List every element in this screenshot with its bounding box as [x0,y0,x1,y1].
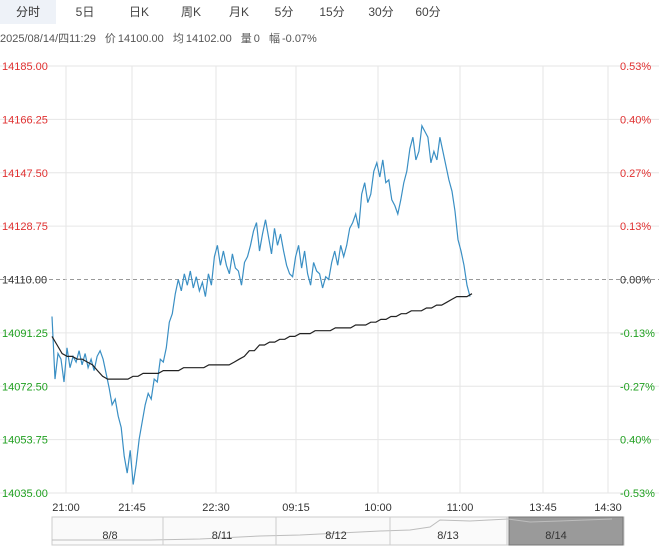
y-tick-label: 14072.50 [2,381,48,393]
x-tick-label: 09:15 [282,502,310,514]
navigator-label: 8/8 [102,530,117,542]
y-tick-label: 14128.75 [2,221,48,233]
pct-tick-label: 0.00% [620,275,651,287]
period-tabs: 分时 5日 日K 周K 月K 5分 15分 30分 60分 [0,0,659,26]
y-tick-label: 14166.25 [2,114,48,126]
pct-tick-label: 0.53% [620,61,651,73]
navigator-label: 8/13 [437,530,458,542]
average-line [51,293,473,380]
navigator-label: 8/14 [545,530,566,542]
info-price-label: 价 [104,33,116,45]
tab-6[interactable]: 15分 [319,5,345,19]
tab-7[interactable]: 30分 [368,5,394,19]
y-tick-label: 14110.00 [2,275,47,287]
x-tick-label: 13:45 [529,502,557,514]
tab-4[interactable]: 月K [228,5,249,19]
tab-0[interactable]: 分时 [0,0,56,24]
info-chg: -0.07% [281,33,317,45]
y-tick-label: 14185.00 [2,61,48,73]
y-tick-label: 14147.50 [2,168,48,180]
tab-5[interactable]: 5分 [274,5,294,19]
y-tick-label: 14091.25 [2,328,48,340]
tab-8[interactable]: 60分 [415,5,441,19]
pct-tick-label: 0.40% [620,114,651,126]
navigator-label: 8/12 [325,530,346,542]
pct-tick-label: -0.27% [620,381,655,393]
pct-tick-label: 0.40% [620,435,651,447]
info-datetime: 2025/08/14/四11:29 [0,33,96,45]
pct-tick-label: 0.13% [620,221,651,233]
y-tick-label: 14035.00 [2,488,48,500]
pct-tick-label: -0.13% [620,328,655,340]
info-price: 14100.00 [117,33,164,45]
tab-1[interactable]: 5日 [75,5,95,19]
y-tick-label: 14053.75 [2,435,48,447]
navigator-sparkline [52,518,613,541]
tab-2[interactable]: 日K [128,5,149,19]
x-tick-label: 21:45 [118,502,146,514]
info-avg: 14102.00 [185,33,232,45]
info-avg-label: 均 [172,33,184,45]
pct-tick-label: 0.27% [620,168,651,180]
x-tick-label: 10:00 [364,502,392,514]
info-vol: 0 [253,33,260,45]
tab-3[interactable]: 周K [180,5,201,19]
info-vol-label: 量 [240,33,252,45]
x-tick-label: 21:00 [52,502,80,514]
x-tick-label: 22:30 [202,502,230,514]
navigator-label: 8/11 [212,530,233,542]
pct-tick-label: -0.53% [620,488,655,500]
x-tick-label: 14:30 [594,502,622,514]
info-chg-label: 幅 [268,33,280,45]
x-tick-label: 11:00 [447,502,474,514]
price-line [51,123,471,485]
